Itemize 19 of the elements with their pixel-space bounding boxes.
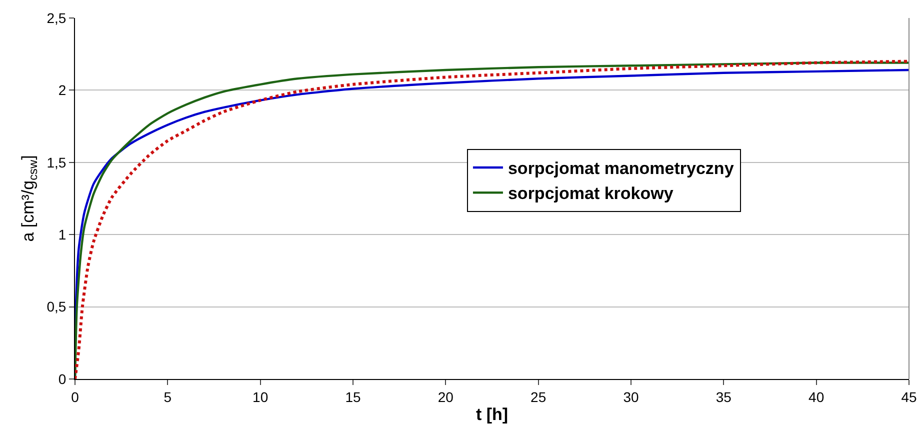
x-tick-label: 40 — [808, 388, 824, 405]
y-tick-label: 0,5 — [46, 298, 66, 315]
x-tick-label: 15 — [345, 388, 361, 405]
y-tick-label: 1 — [58, 226, 66, 242]
y-tick-label: 0 — [58, 370, 66, 387]
x-tick-label: 45 — [901, 388, 917, 405]
x-tick-label: 35 — [716, 388, 732, 405]
x-tick-label: 10 — [252, 388, 268, 405]
x-tick-label: 0 — [71, 388, 80, 405]
y-tick-label: 2,5 — [46, 10, 66, 26]
x-axis-title: t [h] — [476, 405, 508, 424]
y-tick-label: 1,5 — [46, 154, 66, 170]
y-tick-label: 2 — [58, 82, 66, 98]
x-tick-label: 25 — [530, 388, 546, 405]
x-tick-label: 20 — [438, 388, 454, 405]
legend-label: sorpcjomat krokowy — [508, 184, 674, 204]
x-tick-label: 5 — [164, 388, 172, 405]
legend-label: sorpcjomat manometryczny — [508, 159, 734, 178]
x-tick-label: 30 — [623, 388, 639, 405]
